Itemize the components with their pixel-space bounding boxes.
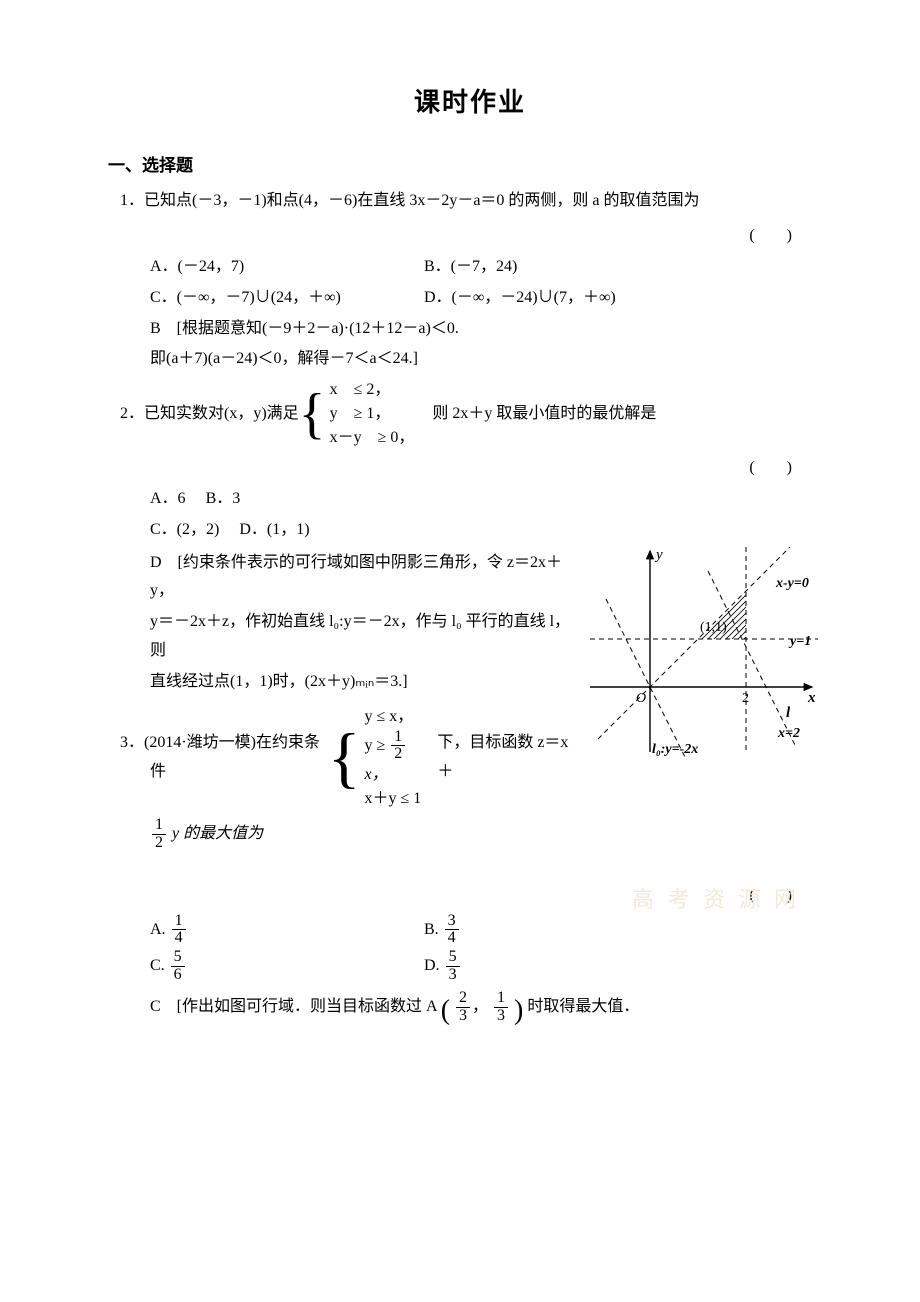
q3-optA: A. 1 4 <box>150 913 420 948</box>
q2-tail: 则 2x＋y 取最小值时的最优解是 <box>432 400 656 429</box>
rparen-icon: ) <box>514 995 523 1026</box>
q2-sol-2: y＝－2x＋z，作初始直线 l₀:y＝－2x，作与 l₀ 平行的直线 l，则 <box>120 608 578 666</box>
answer-paren: ( ) <box>120 222 820 251</box>
q2-constraints: x ≤ 2， y ≥ 1， x－y ≥ 0， <box>330 378 415 450</box>
q3-tail-text: y 的最大值为 <box>172 825 263 842</box>
answer-paren: ( ) <box>120 454 820 483</box>
q1-optD: D．(－∞，－24)∪(7，＋∞) <box>424 284 694 313</box>
q1-optC: C．(－∞，－7)∪(24，＋∞) <box>150 284 420 313</box>
svg-text:O: O <box>636 691 646 706</box>
q1-solution-2: 即(a＋7)(a－24)＜0，解得－7＜a＜24.] <box>120 345 820 374</box>
svg-text:y: y <box>654 547 663 563</box>
fraction: 1 4 <box>172 913 186 948</box>
q2-options-row1: A．6 B．3 <box>120 485 820 514</box>
frac-den: 4 <box>172 930 186 947</box>
fraction: 5 6 <box>171 949 185 984</box>
fraction: 2 3 <box>456 990 470 1025</box>
q2-optD: D．(1，1) <box>239 521 309 538</box>
q3-ans-post: 时取得最大值． <box>527 998 639 1015</box>
q1-options-row1: A．(－24，7) B．(－7，24) <box>120 253 820 282</box>
q1-options-row2: C．(－∞，－7)∪(24，＋∞) D．(－∞，－24)∪(7，＋∞) <box>120 284 820 313</box>
q1-text: 1．已知点(－3，－1)和点(4，－6)在直线 3x－2y－a＝0 的两侧，则 … <box>120 192 700 209</box>
lparen-icon: ( <box>441 995 450 1026</box>
svg-text:x=2: x=2 <box>777 726 800 741</box>
q3-c2b: x， <box>365 766 388 783</box>
q3-optB: B. 3 4 <box>424 913 694 948</box>
q2-sol-1: D [约束条件表示的可行域如图中阴影三角形，令 z＝2x＋y， <box>120 549 578 607</box>
fraction: 1 2 <box>391 729 405 764</box>
svg-text:x: x <box>807 690 816 706</box>
q3-tail: 1 2 y 的最大值为 <box>120 817 820 852</box>
brace-icon: { <box>299 389 326 439</box>
q3-optD: D. 5 3 <box>424 949 694 984</box>
q3-lead: 3．(2014·潍坊一模)在约束条件 <box>150 729 328 787</box>
frac-num: 2 <box>456 990 470 1008</box>
q1-optB: B．(－7，24) <box>424 253 694 282</box>
svg-text:(1,1): (1,1) <box>700 620 727 635</box>
frac-den: 3 <box>446 967 460 984</box>
svg-text:l₀:y=-2x: l₀:y=-2x <box>652 742 698 757</box>
q2-c3: x－y ≥ 0， <box>330 426 415 450</box>
frac-den: 2 <box>391 746 405 763</box>
q2-stem: 2．已知实数对(x，y)满足 { x ≤ 2， y ≥ 1， x－y ≥ 0， … <box>120 378 820 450</box>
figure-svg: y x O (1,1) 2 x-y=0 y=1 l x=2 l₀:y=-2x <box>590 547 820 757</box>
fraction: 1 3 <box>494 990 508 1025</box>
q3-options-row2: C. 5 6 D. 5 3 <box>120 949 820 984</box>
svg-text:y=1: y=1 <box>788 634 811 649</box>
q2-options-row2: C．(2，2) D．(1，1) <box>120 516 820 545</box>
answer-paren: ( ) <box>120 882 820 911</box>
page-title: 课时作业 <box>120 80 820 127</box>
q3-optC: C. 5 6 <box>150 949 420 984</box>
q3-options-row1: A. 1 4 B. 3 4 <box>120 913 820 948</box>
fraction: 3 4 <box>445 913 459 948</box>
q3-c2a: y ≥ <box>365 737 390 754</box>
q1-stem: 1．已知点(－3，－1)和点(4，－6)在直线 3x－2y－a＝0 的两侧，则 … <box>120 187 820 216</box>
brace-icon: { <box>328 727 361 788</box>
frac-num: 1 <box>391 729 405 747</box>
q3-solution: C [作出如图可行域．则当目标函数过 A ( 2 3 ， 1 3 ) 时取得最大… <box>120 986 820 1036</box>
frac-den: 4 <box>445 930 459 947</box>
q3-c3: x＋y ≤ 1 <box>365 787 432 811</box>
q3-stem: 3．(2014·潍坊一模)在约束条件 { y ≤ x， y ≥ 1 2 x， x… <box>120 705 578 812</box>
q2-lead: 2．已知实数对(x，y)满足 <box>150 400 299 429</box>
svg-text:2: 2 <box>742 691 749 706</box>
frac-num: 1 <box>172 913 186 931</box>
q3-constraints: y ≤ x， y ≥ 1 2 x， x＋y ≤ 1 <box>365 705 432 812</box>
frac-num: 5 <box>446 949 460 967</box>
fraction: 5 3 <box>446 949 460 984</box>
q2-c1: x ≤ 2， <box>330 378 415 402</box>
frac-den: 2 <box>152 835 166 852</box>
q3-c1: y ≤ x， <box>365 705 432 729</box>
svg-text:x-y=0: x-y=0 <box>775 576 809 591</box>
frac-den: 3 <box>456 1008 470 1025</box>
q3-ans-pre: C [作出如图可行域．则当目标函数过 A <box>150 998 437 1015</box>
frac-num: 5 <box>171 949 185 967</box>
svg-text:l: l <box>786 705 791 721</box>
q1-optA: A．(－24，7) <box>150 253 420 282</box>
frac-den: 3 <box>494 1008 508 1025</box>
q3-c2: y ≥ 1 2 x， <box>365 729 432 788</box>
frac-num: 1 <box>494 990 508 1008</box>
section-heading: 一、选择题 <box>108 151 820 182</box>
q2-optA: A．6 <box>150 490 186 507</box>
frac-num: 1 <box>152 817 166 835</box>
q2-optB: B．3 <box>206 490 241 507</box>
fraction: 1 2 <box>152 817 166 852</box>
q2-c2: y ≥ 1， <box>330 402 415 426</box>
q3-mid: 下，目标函数 z＝x＋ <box>437 729 578 787</box>
q1-solution-1: B [根据题意知(－9＋2－a)·(12＋12－a)＜0. <box>120 315 820 344</box>
frac-den: 6 <box>171 967 185 984</box>
q2-sol-3: 直线经过点(1，1)时，(2x＋y)ₘᵢₙ＝3.] <box>120 668 578 697</box>
feasible-region-figure: y x O (1,1) 2 x-y=0 y=1 l x=2 l₀:y=-2x <box>590 547 820 757</box>
frac-num: 3 <box>445 913 459 931</box>
q2-optC: C．(2，2) <box>150 521 219 538</box>
q2-solution-and-figure: D [约束条件表示的可行域如图中阴影三角形，令 z＝2x＋y， y＝－2x＋z，… <box>120 547 820 816</box>
